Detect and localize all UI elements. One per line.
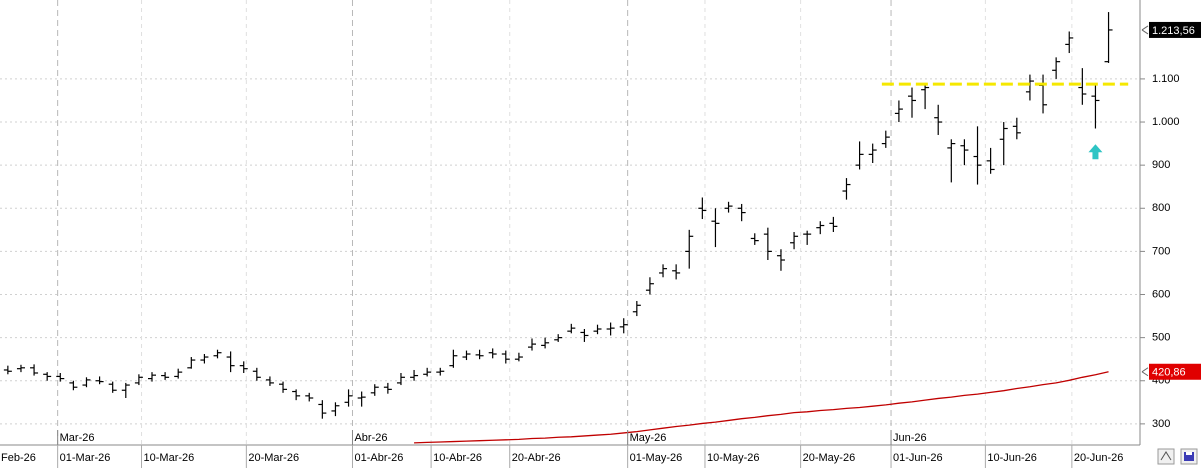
y-tick-label: 700 [1152, 245, 1170, 257]
price-tag-label: 1.213,56 [1152, 25, 1195, 37]
y-tick-label: 600 [1152, 288, 1170, 300]
price-tag-pointer [1141, 367, 1149, 377]
grid [0, 0, 1140, 445]
x-tick-label: 01-May-26 [630, 452, 683, 464]
x-tick-label: 10-Mar-26 [144, 452, 195, 464]
x-tick-label: Feb-26 [1, 452, 36, 464]
moving-average-line [414, 371, 1109, 444]
y-tick-label: 800 [1152, 202, 1170, 214]
y-tick-label: 1.000 [1152, 116, 1180, 128]
signal-arrow [1088, 144, 1103, 160]
y-tick-label: 500 [1152, 332, 1170, 344]
price-tag [1149, 21, 1201, 38]
month-label: Jun-26 [893, 432, 927, 444]
month-label: May-26 [630, 432, 667, 444]
x-tick-label: 20-Abr-26 [512, 452, 561, 464]
zoom-icon [1160, 451, 1172, 461]
y-tick-label: 900 [1152, 159, 1170, 171]
x-tick-label: 20-May-26 [803, 452, 856, 464]
price-tag [1149, 363, 1201, 380]
x-tick-label: 20-Mar-26 [248, 452, 299, 464]
x-tick-label: 01-Jun-26 [893, 452, 943, 464]
price-tag-label: 420,86 [1152, 367, 1186, 379]
price-tag-pointer [1141, 25, 1149, 35]
y-tick-label: 1.100 [1152, 73, 1180, 85]
plot [3, 12, 1129, 444]
month-label: Abr-26 [354, 432, 387, 444]
x-tick-label: 01-Abr-26 [354, 452, 403, 464]
x-tick-label: 10-May-26 [707, 452, 760, 464]
save-icon-slot [1186, 452, 1192, 455]
month-label: Mar-26 [60, 432, 95, 444]
zoom-button[interactable] [1157, 448, 1175, 465]
x-tick-label: 10-Jun-26 [987, 452, 1037, 464]
save-icon [1184, 452, 1194, 461]
x-tick-label: 10-Abr-26 [433, 452, 482, 464]
x-tick-label: 20-Jun-26 [1074, 452, 1124, 464]
y-tick-label: 300 [1152, 418, 1170, 430]
toolbar [1157, 448, 1198, 465]
x-tick-label: 01-Mar-26 [60, 452, 111, 464]
